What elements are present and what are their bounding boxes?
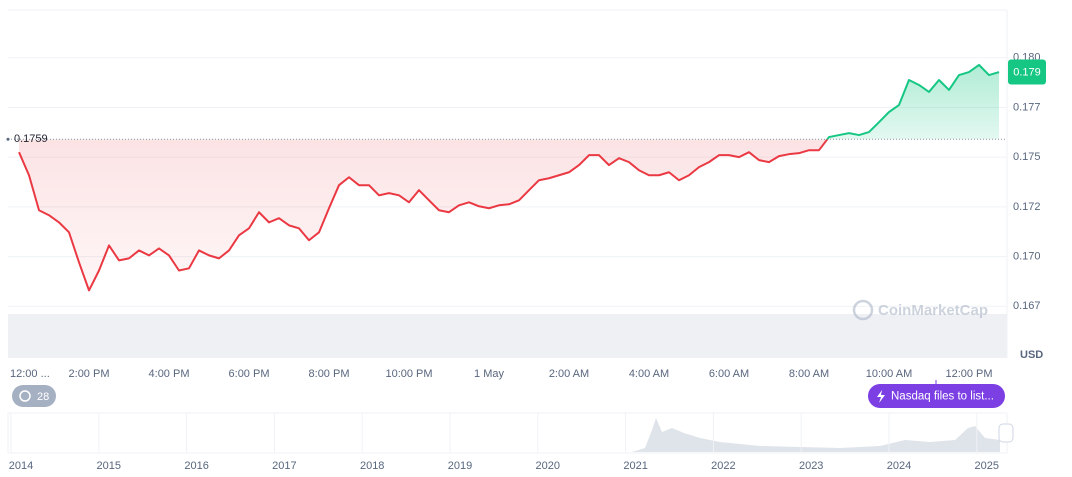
last-price-label: 0.179: [1013, 66, 1041, 78]
events-badge[interactable]: 28: [12, 385, 56, 407]
x-tick-label: 4:00 AM: [629, 368, 669, 380]
x-tick-label: 8:00 AM: [789, 368, 829, 380]
plot: [6, 57, 1007, 307]
navigator: 2014 2015 2016 2017 2018 2019 2020 2021 2022 2023…: [7, 412, 1014, 472]
price-line: [18, 63, 1000, 292]
navigator-year: 2016: [184, 460, 208, 472]
x-tick-label: 6:00 PM: [229, 368, 270, 380]
annotation[interactable]: Nasdaq files to list...: [868, 380, 1005, 408]
watermark-text: CoinMarketCap: [878, 302, 988, 319]
navigator-frame: [7, 412, 1008, 454]
y-tick-label: 0.170: [1013, 250, 1041, 262]
y-tick-label: 0.175: [1013, 151, 1041, 163]
navigator-year: 2022: [711, 460, 735, 472]
price-area: [19, 64, 999, 291]
currency-label: USD: [1020, 349, 1043, 361]
annotation-bg: [868, 384, 1005, 408]
navigator-year: 2021: [623, 460, 647, 472]
x-tick-label: 1 May: [474, 368, 504, 380]
x-tick-label: 2:00 PM: [69, 368, 110, 380]
navigator-area: [632, 418, 1000, 452]
x-tick-label: 12:00 PM: [945, 368, 992, 380]
navigator-year: 2018: [360, 460, 384, 472]
bolt-icon: [877, 390, 885, 403]
navigator-year: 2015: [97, 460, 121, 472]
x-tick-label: 8:00 PM: [309, 368, 350, 380]
navigator-year: 2025: [975, 460, 999, 472]
events-count: 28: [37, 391, 49, 403]
navigator-year: 2023: [799, 460, 823, 472]
clock-icon: [19, 390, 31, 402]
navigator-year: 2017: [272, 460, 296, 472]
navigator-year: 2024: [887, 460, 911, 472]
navigator-year: 2019: [448, 460, 472, 472]
annotation-text: Nasdaq files to list...: [891, 391, 994, 403]
navigator-years: 2014 2015 2016 2017 2018 2019 2020 2021 2022 2023…: [9, 413, 999, 472]
x-tick-label: 4:00 PM: [149, 368, 190, 380]
x-tick-label: 6:00 AM: [709, 368, 749, 380]
events-badge-bg: [12, 385, 56, 407]
volume-background: [8, 314, 1007, 358]
navigator-year: 2020: [536, 460, 560, 472]
watermark-logo: [852, 299, 874, 321]
last-price-badge: [1008, 59, 1046, 85]
reference-label: 0.1759: [14, 133, 48, 145]
watermark: CoinMarketCap: [852, 299, 988, 321]
y-tick-label: 0.167: [1013, 300, 1041, 312]
navigator-year: 2014: [9, 460, 33, 472]
navigator-handle[interactable]: [998, 423, 1014, 443]
x-tick-label: 10:00 AM: [866, 368, 912, 380]
x-tick-label: 2:00 AM: [549, 368, 589, 380]
x-tick-label: 10:00 PM: [385, 368, 432, 380]
reference-dot: [6, 137, 10, 141]
y-tick-label: 0.172: [1013, 201, 1041, 213]
x-tick-label: 12:00 ...: [10, 368, 50, 380]
y-tick-label: 0.177: [1013, 101, 1041, 113]
